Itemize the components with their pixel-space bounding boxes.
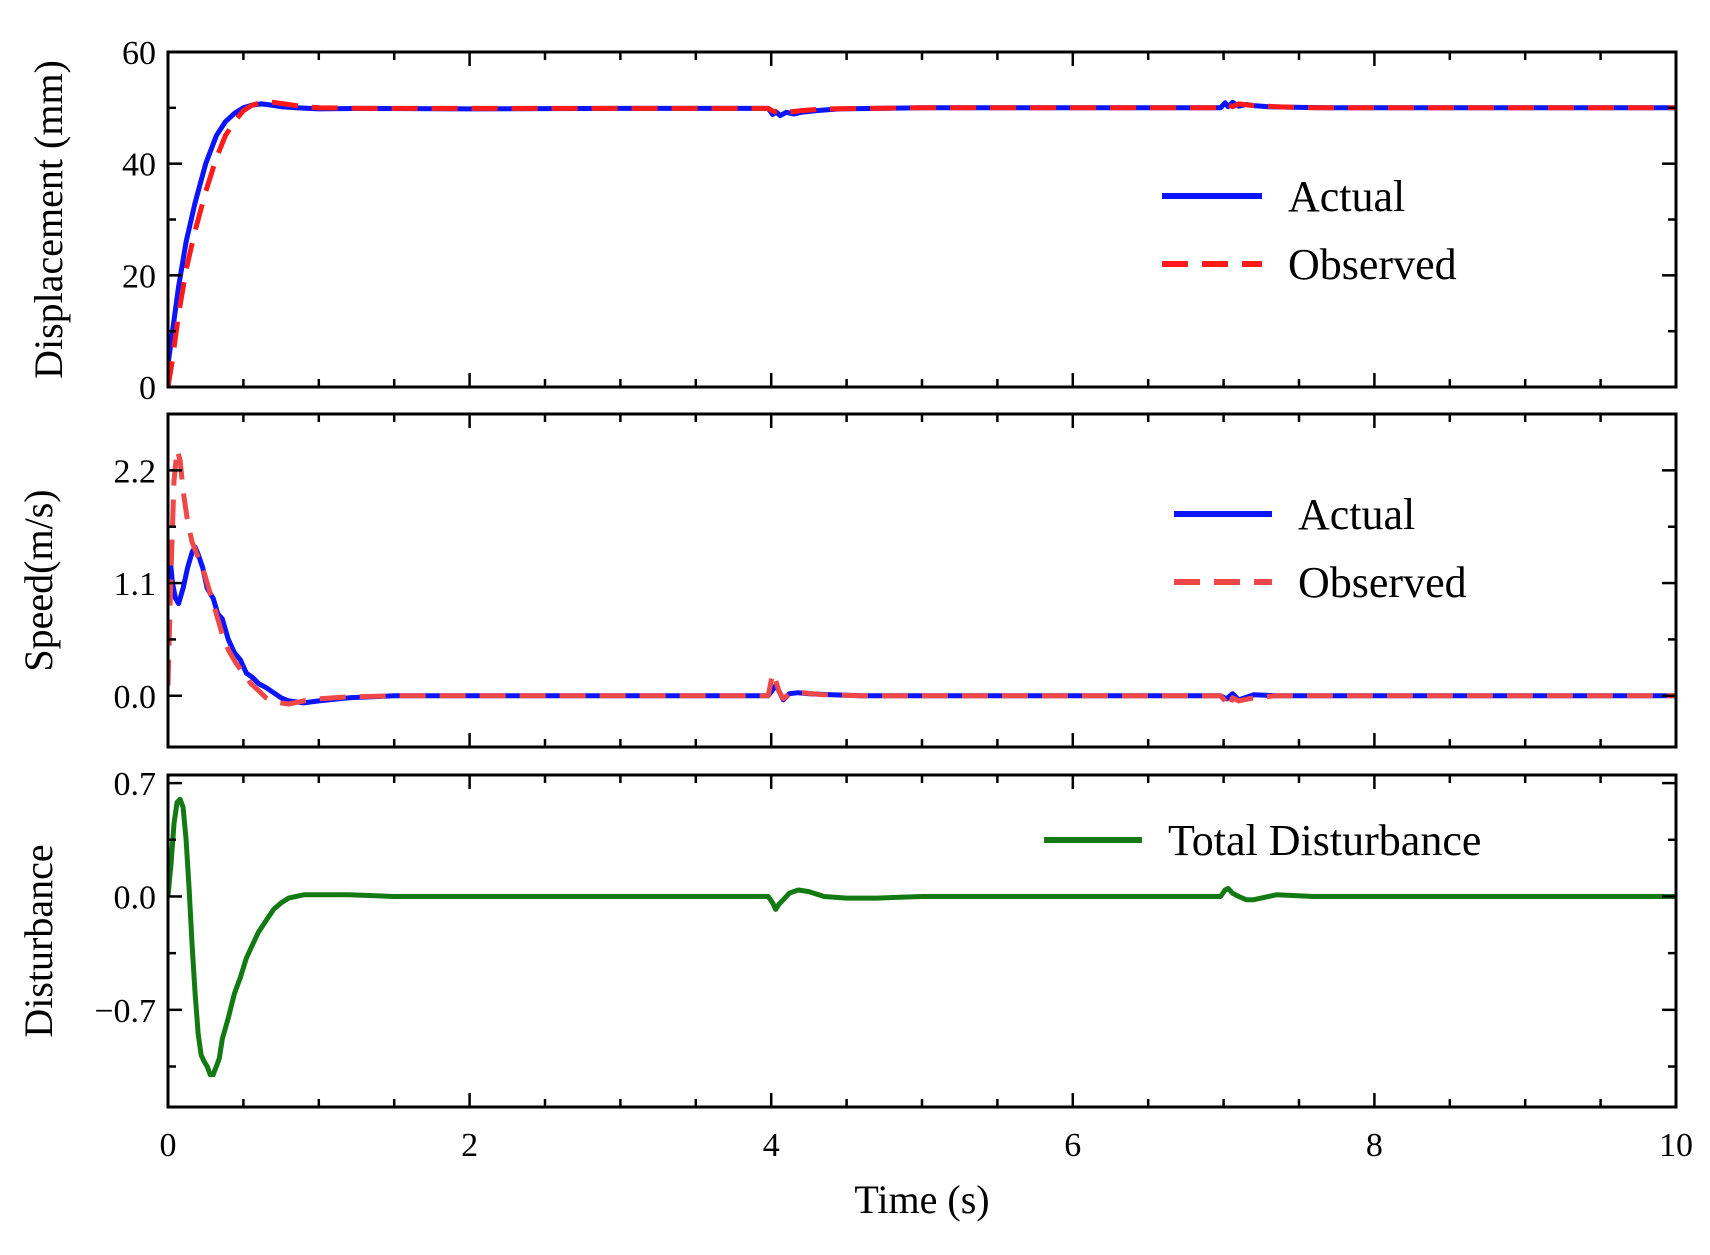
disturbance-legend-label: Total Disturbance: [1168, 816, 1481, 865]
speed-ytick-label: 1.1: [114, 566, 157, 603]
disturbance-ytick-label: −0.7: [94, 993, 156, 1030]
disturbance-ytick-label: 0.0: [114, 879, 157, 916]
speed-ytick-label: 2.2: [114, 453, 157, 490]
x-tick-label: 4: [763, 1127, 780, 1164]
displacement-series-observed: [168, 99, 1676, 387]
x-tick-label: 0: [160, 1127, 177, 1164]
panel-speed: 0.0 1.1 2.2 Speed(m/s) Actual Observed: [16, 412, 1678, 749]
x-tick-label: 8: [1366, 1127, 1383, 1164]
speed-legend-label: Actual: [1298, 490, 1415, 539]
displacement-ytick-label: 60: [122, 35, 156, 72]
displacement-y-axis-label: Displacement (mm): [26, 60, 71, 379]
displacement-frame: [166, 50, 1678, 389]
displacement-ytick-label: 40: [122, 147, 156, 184]
x-tick-label: 10: [1659, 1127, 1693, 1164]
panel-displacement: 0 20 40 60 Displacement (mm) Actual Observed: [26, 35, 1678, 407]
speed-legend-label: Observed: [1298, 558, 1467, 607]
disturbance-series-total-disturbance: [168, 796, 1676, 1078]
x-axis-label: Time (s): [854, 1177, 989, 1222]
disturbance-y-axis-label: Disturbance: [16, 844, 61, 1037]
speed-series-observed: [168, 447, 1676, 711]
x-tick-label: 6: [1064, 1127, 1081, 1164]
displacement-ytick-label: 20: [122, 258, 156, 295]
displacement-series-actual: [168, 99, 1676, 366]
disturbance-ytick-label: 0.7: [114, 766, 157, 803]
displacement-legend-label: Actual: [1288, 172, 1405, 221]
speed-ytick-label: 0.0: [114, 679, 157, 716]
panel-disturbance: −0.7 0.0 0.7 Disturbance Total Disturbance: [16, 766, 1678, 1109]
displacement-legend-label: Observed: [1288, 240, 1457, 289]
speed-y-axis-label: Speed(m/s): [16, 489, 61, 671]
displacement-ytick-label: 0: [139, 370, 156, 407]
x-tick-label: 2: [461, 1127, 478, 1164]
